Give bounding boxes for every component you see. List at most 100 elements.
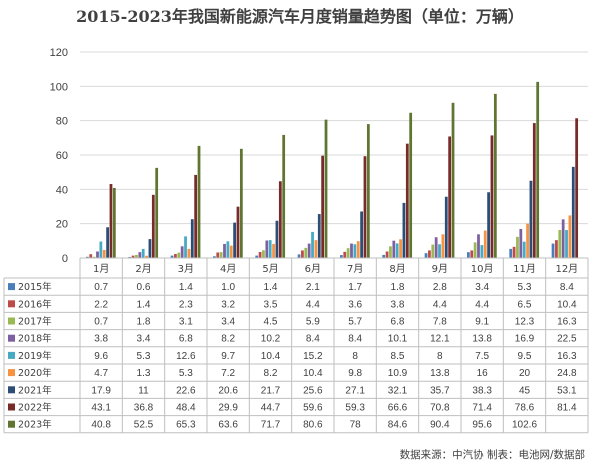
data-label: 5.3 <box>137 351 151 362</box>
data-label: 15.2 <box>303 351 323 362</box>
bar <box>522 241 526 258</box>
data-label: 22.5 <box>557 334 577 345</box>
bar <box>575 118 579 258</box>
bar <box>389 246 392 258</box>
data-label: 48.4 <box>176 403 196 414</box>
data-label: 20.6 <box>218 385 238 396</box>
bar <box>441 234 445 258</box>
bar <box>558 230 562 258</box>
data-label: 17.9 <box>91 385 111 396</box>
data-label: 4.4 <box>306 299 320 310</box>
data-label: 71.7 <box>261 420 281 431</box>
data-label: 36.8 <box>134 403 154 414</box>
category-label: 5月 <box>262 263 278 275</box>
data-label: 65.3 <box>176 420 196 431</box>
bar <box>304 247 308 258</box>
data-label: 13.8 <box>472 334 492 345</box>
data-label: 44.7 <box>261 403 281 414</box>
data-label: 102.6 <box>512 420 537 431</box>
bar <box>99 241 103 258</box>
bar <box>536 81 540 259</box>
data-label: 3.8 <box>94 334 108 345</box>
bar <box>229 245 233 258</box>
data-label: 6.8 <box>179 334 193 345</box>
data-label: 8.4 <box>348 334 362 345</box>
data-label: 3.1 <box>179 317 193 328</box>
bar <box>353 244 357 258</box>
legend-label: 2015年 <box>18 281 52 293</box>
data-label: 25.6 <box>303 385 323 396</box>
category-label: 4月 <box>220 263 236 275</box>
bar <box>529 180 533 258</box>
data-label: 2.3 <box>179 299 193 310</box>
bar <box>431 244 435 258</box>
bar <box>106 227 109 258</box>
data-table: 1月 2月 3月 4月 5月 6月 7月 8月 9月 10月 11月 12月 2015年 0.7 0.6 1.… <box>3 257 589 434</box>
data-label: 10.4 <box>557 299 577 310</box>
data-label: 20 <box>519 368 531 379</box>
data-label: 32.1 <box>388 385 408 396</box>
bar <box>526 223 529 258</box>
chart-title: 2015-2023年我国新能源汽车月度销量趋势图（单位：万辆） <box>76 7 524 26</box>
data-label: 59.3 <box>345 403 365 414</box>
data-label: 4.4 <box>475 299 489 310</box>
data-label: 5.9 <box>306 317 320 328</box>
bar <box>239 148 243 258</box>
legend-key <box>8 351 15 359</box>
bar <box>444 196 448 258</box>
bar <box>307 243 311 258</box>
bar <box>363 156 367 258</box>
bar <box>470 250 474 258</box>
data-label: 1.0 <box>221 282 235 293</box>
bar <box>282 134 286 258</box>
data-label: 80.6 <box>303 420 323 431</box>
data-label: 10.1 <box>388 334 408 345</box>
data-label: 95.6 <box>472 420 492 431</box>
bar <box>272 243 275 258</box>
data-label: 24.8 <box>557 368 577 379</box>
legend-label: 2020年 <box>18 367 52 379</box>
bar <box>382 254 386 258</box>
bar <box>223 243 226 258</box>
category-label: 12月 <box>555 263 578 275</box>
bar <box>145 255 148 258</box>
data-label: 8.2 <box>221 334 235 345</box>
bar <box>177 252 181 258</box>
data-label: 8.4 <box>306 334 320 345</box>
bar <box>197 145 201 258</box>
bar <box>483 230 487 258</box>
data-label: 45 <box>519 385 531 396</box>
bar <box>262 250 265 258</box>
legend-key <box>8 420 15 428</box>
y-tick-label: 20 <box>56 219 68 231</box>
bar <box>451 102 455 259</box>
bar <box>233 222 236 258</box>
bar <box>428 250 431 258</box>
bar <box>109 184 113 258</box>
bar <box>350 243 353 258</box>
bar <box>317 214 321 258</box>
category-label: 7月 <box>347 263 363 275</box>
data-label: 9.7 <box>221 351 235 362</box>
bar <box>477 234 480 258</box>
bar <box>385 251 389 258</box>
data-label: 1.8 <box>137 317 151 328</box>
legend-key <box>8 369 15 377</box>
legend-label: 2022年 <box>18 402 52 414</box>
category-label: 11月 <box>513 263 536 275</box>
y-tick-label: 100 <box>50 81 68 93</box>
data-label: 1.8 <box>391 282 405 293</box>
bar <box>366 124 370 258</box>
data-label: 2.1 <box>306 282 320 293</box>
data-label: 10.4 <box>261 351 281 362</box>
bar <box>409 112 413 259</box>
bar <box>236 206 240 258</box>
data-label: 4.4 <box>433 299 447 310</box>
category-label: 9月 <box>432 263 448 275</box>
data-label: 16.3 <box>557 351 577 362</box>
data-label: 21.7 <box>261 385 281 396</box>
data-label: 53.1 <box>557 385 577 396</box>
data-label: 12.1 <box>430 334 450 345</box>
data-label: 38.3 <box>472 385 492 396</box>
bar <box>301 250 304 258</box>
